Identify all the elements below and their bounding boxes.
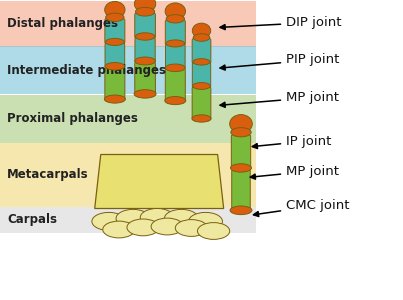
Ellipse shape xyxy=(192,23,211,38)
Polygon shape xyxy=(168,13,183,19)
Text: DIP joint: DIP joint xyxy=(220,16,342,30)
Ellipse shape xyxy=(116,209,150,227)
Ellipse shape xyxy=(103,221,135,238)
Ellipse shape xyxy=(197,223,230,239)
Ellipse shape xyxy=(193,34,210,41)
Ellipse shape xyxy=(166,15,185,23)
FancyBboxPatch shape xyxy=(105,67,125,101)
Polygon shape xyxy=(95,154,224,208)
FancyBboxPatch shape xyxy=(231,134,251,170)
Ellipse shape xyxy=(231,128,251,137)
Text: Metacarpals: Metacarpals xyxy=(7,168,89,181)
Text: CMC joint: CMC joint xyxy=(253,199,350,217)
Ellipse shape xyxy=(135,33,155,40)
Polygon shape xyxy=(233,125,249,132)
Polygon shape xyxy=(108,11,122,17)
Text: Distal phalanges: Distal phalanges xyxy=(7,17,118,31)
Polygon shape xyxy=(137,5,153,12)
Ellipse shape xyxy=(166,64,185,72)
FancyBboxPatch shape xyxy=(165,20,185,46)
Bar xyxy=(0,2,256,46)
Ellipse shape xyxy=(135,0,156,13)
FancyBboxPatch shape xyxy=(135,61,156,96)
Ellipse shape xyxy=(92,212,126,230)
Text: PIP joint: PIP joint xyxy=(220,53,339,70)
FancyBboxPatch shape xyxy=(232,169,250,213)
Ellipse shape xyxy=(105,62,125,70)
Ellipse shape xyxy=(165,97,186,105)
Ellipse shape xyxy=(135,57,156,65)
Bar xyxy=(0,94,256,142)
Ellipse shape xyxy=(106,38,124,46)
FancyBboxPatch shape xyxy=(166,44,185,70)
FancyBboxPatch shape xyxy=(192,38,211,64)
Ellipse shape xyxy=(193,82,210,89)
FancyBboxPatch shape xyxy=(192,86,211,121)
Ellipse shape xyxy=(135,8,155,16)
FancyBboxPatch shape xyxy=(165,68,185,103)
Ellipse shape xyxy=(231,164,251,172)
Ellipse shape xyxy=(175,220,208,236)
Ellipse shape xyxy=(151,218,183,235)
Ellipse shape xyxy=(230,206,252,214)
FancyBboxPatch shape xyxy=(135,13,156,39)
Ellipse shape xyxy=(166,40,185,47)
Ellipse shape xyxy=(105,2,125,18)
Bar xyxy=(0,142,256,207)
Bar xyxy=(0,207,256,232)
Ellipse shape xyxy=(127,219,159,236)
Ellipse shape xyxy=(140,208,174,226)
Text: MP joint: MP joint xyxy=(250,164,339,179)
FancyBboxPatch shape xyxy=(105,42,125,69)
Ellipse shape xyxy=(192,115,211,122)
Polygon shape xyxy=(195,32,208,38)
Ellipse shape xyxy=(193,59,210,65)
Ellipse shape xyxy=(104,95,125,103)
Text: Intermediate phalanges: Intermediate phalanges xyxy=(7,64,166,77)
Text: Proximal phalanges: Proximal phalanges xyxy=(7,112,138,125)
Text: MP joint: MP joint xyxy=(220,91,339,107)
Ellipse shape xyxy=(230,115,252,133)
Text: IP joint: IP joint xyxy=(252,134,332,148)
Text: Carpals: Carpals xyxy=(7,213,57,226)
FancyBboxPatch shape xyxy=(105,18,125,44)
FancyBboxPatch shape xyxy=(192,62,211,88)
Ellipse shape xyxy=(164,209,198,227)
Bar xyxy=(0,46,256,94)
Ellipse shape xyxy=(165,3,185,20)
Ellipse shape xyxy=(106,13,124,22)
Ellipse shape xyxy=(134,90,156,98)
FancyBboxPatch shape xyxy=(135,37,155,63)
Ellipse shape xyxy=(189,212,222,230)
